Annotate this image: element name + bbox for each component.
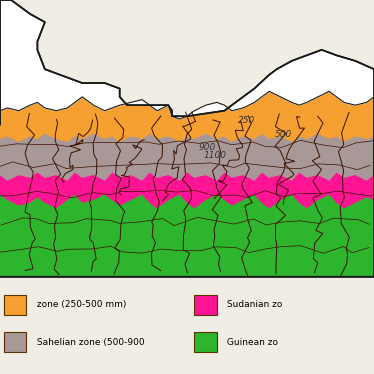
Text: 250: 250 [237, 116, 255, 125]
Text: 900: 900 [198, 143, 215, 152]
Text: Sahelian zone (500-900: Sahelian zone (500-900 [34, 338, 144, 347]
Text: Guinean zo: Guinean zo [224, 338, 278, 347]
Text: 500: 500 [275, 130, 292, 139]
Polygon shape [0, 172, 374, 208]
Polygon shape [0, 0, 374, 277]
Polygon shape [0, 0, 374, 119]
Text: Sudanian zo: Sudanian zo [224, 300, 283, 309]
Text: zone (250-500 mm): zone (250-500 mm) [34, 300, 126, 309]
Polygon shape [0, 133, 374, 180]
Bar [4, 332, 26, 352]
Bar [194, 332, 217, 352]
Bar [4, 295, 26, 315]
Polygon shape [0, 194, 374, 277]
Polygon shape [0, 91, 374, 141]
Text: 1100: 1100 [204, 151, 227, 160]
Bar [194, 295, 217, 315]
